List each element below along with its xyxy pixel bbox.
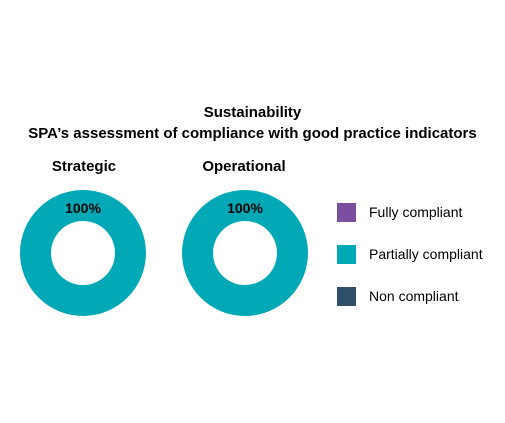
legend-label: Partially compliant xyxy=(369,246,483,262)
legend-item-partially-compliant: Partially compliant xyxy=(337,244,483,264)
donut-slice-partially-compliant xyxy=(182,190,308,316)
legend-swatch-non-compliant xyxy=(337,286,356,306)
legend-item-fully-compliant: Fully compliant xyxy=(337,202,483,222)
legend-label: Fully compliant xyxy=(369,204,463,220)
strategic-donut-chart: 100% xyxy=(20,190,146,316)
legend-item-non-compliant: Non compliant xyxy=(337,286,483,306)
operational-donut-chart: 100% xyxy=(182,190,308,316)
legend-swatch-partially-compliant xyxy=(337,244,356,264)
data-label-partially-compliant: 100% xyxy=(65,200,101,216)
chart-subtitle: SPA’s assessment of compliance with good… xyxy=(28,125,477,142)
data-label-partially-compliant: 100% xyxy=(227,200,263,216)
chart-title: Sustainability xyxy=(203,104,302,121)
legend: Fully compliant Partially compliant Non … xyxy=(337,202,483,328)
legend-label: Non compliant xyxy=(369,288,459,304)
legend-swatch-fully-compliant xyxy=(337,202,356,222)
strategic-chart-label: Strategic xyxy=(51,158,117,175)
operational-chart-label: Operational xyxy=(202,158,286,175)
donut-slice-partially-compliant xyxy=(20,190,146,316)
